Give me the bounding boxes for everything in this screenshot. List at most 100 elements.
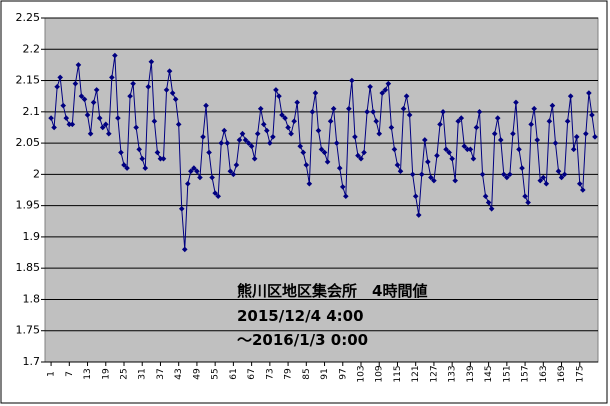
data-point [464,146,471,153]
data-point [531,105,537,112]
data-point [60,102,67,109]
data-point [264,127,270,134]
data-point [166,68,173,74]
data-point [297,143,304,150]
data-point [90,99,97,106]
x-tick-label: 13 [83,368,93,379]
data-point [434,152,440,159]
data-point [519,165,525,171]
x-tick-label: 7 [65,371,75,377]
data-point [157,155,164,162]
data-point [294,99,300,106]
data-point [558,174,565,181]
data-point [482,193,489,200]
data-point [549,102,556,109]
data-point [291,118,297,124]
data-point [409,171,416,178]
y-tick-label: 1.85 [16,261,41,274]
data-point [175,121,182,128]
data-point [81,96,88,103]
data-point [358,155,364,162]
data-point [415,212,422,218]
data-point [282,115,288,121]
y-tick-label: 1.95 [16,199,41,212]
data-point [589,112,595,118]
data-point [476,109,483,115]
data-point [513,99,519,106]
data-point [309,109,316,115]
x-tick-label: 139 [466,365,476,382]
x-tick-label: 145 [484,365,494,382]
data-point [181,246,188,253]
x-tick-label: 1 [47,371,57,377]
data-point [188,168,194,175]
data-point [267,140,273,146]
data-point [203,102,209,109]
data-point [276,93,282,99]
data-point [300,149,307,156]
data-point [437,121,443,128]
data-point [525,199,531,206]
data-point [583,130,589,137]
data-point [452,177,458,184]
data-point [109,74,115,81]
data-point [385,80,392,87]
y-tick-label: 2.2 [23,42,41,55]
data-point [185,180,191,187]
data-point [194,168,200,175]
data-point [570,146,577,153]
data-point [327,118,334,124]
data-point [224,140,231,146]
data-point [227,168,234,175]
y-tick-label: 1.9 [23,230,41,243]
data-point [336,165,343,171]
data-point [473,124,480,131]
data-point [99,124,106,131]
data-point [242,137,249,143]
data-point [449,155,455,162]
data-point [425,159,431,165]
data-point [51,124,57,131]
data-point [315,127,322,134]
data-point [96,115,103,121]
data-point [379,90,386,96]
annotation: 熊川区地区集会所 4時間値 [237,282,427,300]
data-point [54,84,60,90]
data-point [133,124,139,131]
data-point [270,134,276,140]
x-tick-label: 31 [138,368,148,379]
data-point [561,171,568,178]
data-point [69,121,76,128]
data-point [112,52,118,59]
y-tick-label: 2.1 [23,105,41,118]
data-point [124,165,130,171]
x-tick-label: 151 [502,365,512,382]
x-tick-label: 115 [393,365,403,382]
x-tick-label: 67 [247,368,257,379]
data-point [248,143,255,150]
data-point [488,205,495,212]
data-point [254,130,261,137]
data-point [169,90,176,96]
plot-area [44,17,599,363]
data-point [93,87,100,93]
data-point [339,184,346,190]
data-point [312,90,319,96]
data-point [330,105,337,112]
x-tick-label: 103 [357,365,367,382]
data-point [151,118,158,124]
data-point [537,177,544,184]
data-point [543,180,550,187]
data-point [260,121,267,128]
data-point [534,137,541,143]
data-point [540,174,547,181]
x-tick-label: 25 [120,368,130,379]
x-tick-label: 127 [429,365,439,382]
data-point [376,130,383,137]
data-point [455,118,462,124]
data-point [148,58,155,65]
data-point [504,174,510,181]
data-point [136,146,142,153]
x-tick-label: 175 [575,365,585,382]
y-tick-label: 2 [33,167,40,180]
